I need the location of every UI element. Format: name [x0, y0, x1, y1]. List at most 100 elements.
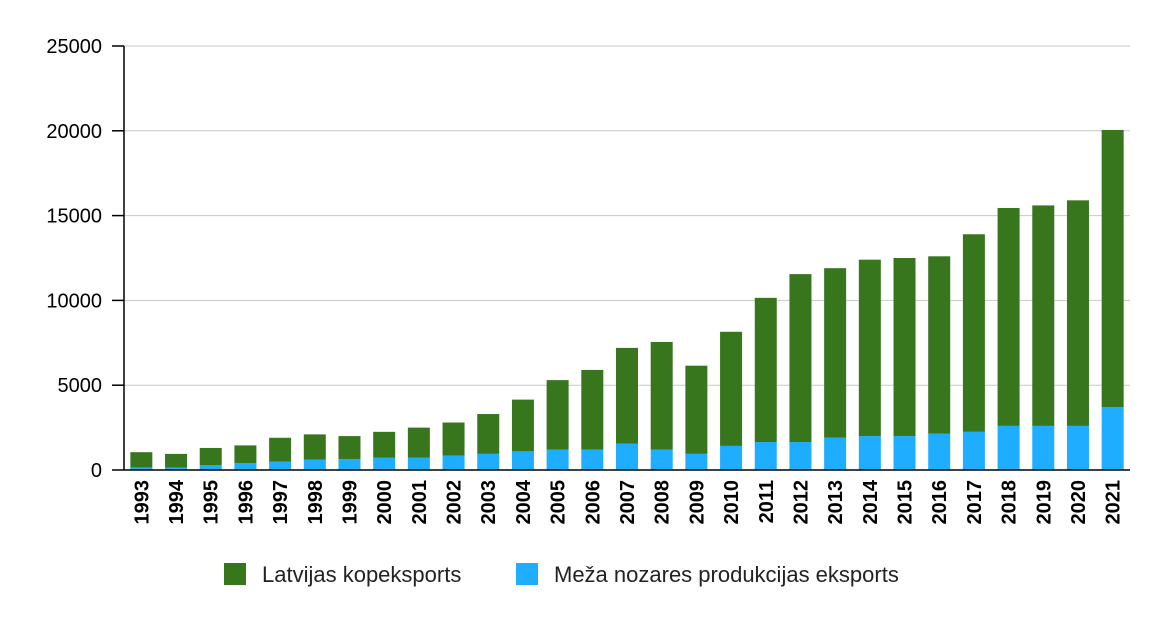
bar-total-export-2012 — [789, 274, 812, 443]
bar-forest-export-1996 — [234, 463, 257, 470]
bar-total-export-2016 — [928, 256, 951, 434]
x-tick-label: 2008 — [652, 480, 674, 525]
bar-total-export-2009 — [685, 365, 708, 454]
bars — [130, 129, 1124, 470]
bar-total-export-1995 — [199, 447, 222, 466]
gridlines — [124, 45, 1130, 386]
x-tick-label: 2003 — [478, 480, 500, 525]
legend-label: Meža nozares produkcijas eksports — [554, 562, 899, 587]
y-tick-label: 15000 — [46, 206, 102, 228]
y-tick-label: 5000 — [58, 375, 103, 397]
y-tick-label: 20000 — [46, 121, 102, 143]
bar-total-export-2007 — [616, 347, 638, 444]
bar-total-export-2002 — [442, 422, 465, 456]
x-tick-label: 2015 — [895, 480, 917, 525]
bar-forest-export-2016 — [928, 433, 951, 470]
bar-forest-export-2018 — [997, 425, 1020, 470]
legend-swatch — [516, 563, 538, 585]
x-tick-label: 2013 — [825, 480, 847, 525]
bar-forest-export-2020 — [1066, 425, 1089, 470]
bar-forest-export-1999 — [338, 458, 361, 470]
legend: Latvijas kopeksports Meža nozares produkc… — [224, 562, 899, 587]
bar-total-export-2006 — [581, 369, 604, 450]
bar-total-export-1993 — [130, 452, 153, 468]
bar-forest-export-1998 — [303, 459, 326, 470]
bar-forest-export-2002 — [442, 455, 465, 470]
x-tick-label: 2012 — [790, 480, 812, 525]
bar-total-export-2001 — [407, 427, 430, 458]
bar-total-export-2018 — [997, 207, 1020, 426]
bar-forest-export-2013 — [824, 437, 847, 470]
bar-forest-export-2011 — [754, 442, 777, 470]
x-tick-label: 2014 — [860, 479, 882, 524]
bar-total-export-1997 — [269, 437, 292, 462]
bar-total-export-2005 — [546, 380, 569, 450]
bar-forest-export-1997 — [269, 461, 292, 470]
bar-total-export-2010 — [720, 331, 743, 446]
bar-forest-export-2005 — [546, 449, 569, 470]
bar-forest-export-2017 — [962, 431, 985, 470]
bar-total-export-1994 — [165, 453, 188, 468]
x-tick-label: 1994 — [166, 479, 188, 524]
bar-forest-export-2015 — [893, 436, 916, 470]
x-tick-label: 2016 — [929, 480, 951, 525]
bar-total-export-1998 — [303, 434, 326, 460]
x-tick-label: 2009 — [686, 480, 708, 525]
bar-forest-export-2000 — [373, 457, 396, 470]
y-tick-label: 0 — [91, 460, 102, 482]
x-tick-label: 1998 — [305, 480, 327, 525]
x-tick-label: 2019 — [1033, 480, 1055, 525]
legend-label: Latvijas kopeksports — [262, 562, 461, 587]
x-tick-label: 2020 — [1068, 480, 1090, 525]
bar-forest-export-2021 — [1101, 407, 1124, 470]
bar-forest-export-2009 — [685, 453, 708, 470]
bar-total-export-2011 — [754, 297, 777, 443]
x-tick-label: 2011 — [756, 480, 778, 523]
x-tick-label: 1993 — [131, 480, 153, 525]
bar-forest-export-2004 — [511, 451, 534, 470]
x-tick-label: 2001 — [409, 480, 431, 525]
bar-forest-export-2006 — [581, 449, 604, 470]
bar-forest-export-2007 — [616, 443, 638, 470]
bar-total-export-2015 — [893, 258, 916, 437]
bar-forest-export-1994 — [165, 467, 188, 470]
bar-total-export-1996 — [234, 445, 257, 464]
x-tick-label: 2018 — [999, 480, 1021, 525]
bar-total-export-2000 — [373, 431, 396, 458]
bar-total-export-1999 — [338, 436, 361, 459]
bar-forest-export-2012 — [789, 442, 812, 470]
bar-total-export-2004 — [511, 399, 534, 452]
x-tick-label: 2000 — [374, 480, 396, 525]
x-tick-label: 1997 — [270, 480, 292, 525]
x-tick-label: 2004 — [513, 479, 535, 524]
bar-total-export-2008 — [650, 341, 673, 450]
axes — [123, 46, 1130, 471]
x-tick-label: 1999 — [339, 480, 361, 525]
bar-total-export-2017 — [962, 234, 985, 432]
bar-forest-export-1993 — [130, 467, 153, 470]
x-tick-label: 1996 — [235, 480, 257, 525]
x-tick-label: 2017 — [964, 480, 986, 525]
y-tick-label: 10000 — [46, 290, 102, 312]
x-tick-label: 2002 — [444, 480, 466, 525]
x-tick-label: 1995 — [201, 480, 223, 525]
bar-forest-export-1995 — [199, 465, 222, 470]
y-axis-ticks: 0 5000 10000 15000 20000 25000 — [46, 36, 124, 482]
bar-total-export-2021 — [1101, 129, 1124, 408]
bar-forest-export-2010 — [720, 445, 743, 470]
x-tick-label: 2005 — [548, 480, 570, 525]
x-tick-label: 2006 — [582, 480, 604, 525]
y-tick-label: 25000 — [46, 36, 102, 58]
bar-forest-export-2014 — [858, 436, 881, 470]
x-axis-ticks: 1993 1994 1995 1996 1997 1998 1999 2000 2001 2002… — [131, 479, 1124, 524]
bar-forest-export-2019 — [1032, 425, 1055, 470]
bar-total-export-2019 — [1032, 205, 1055, 426]
bar-total-export-2014 — [858, 259, 881, 437]
bar-total-export-2003 — [477, 414, 500, 454]
bar-total-export-2013 — [824, 268, 847, 438]
x-tick-label: 2021 — [1103, 480, 1125, 525]
legend-swatch — [224, 563, 246, 585]
bar-forest-export-2003 — [477, 453, 500, 470]
bar-forest-export-2001 — [407, 457, 430, 470]
